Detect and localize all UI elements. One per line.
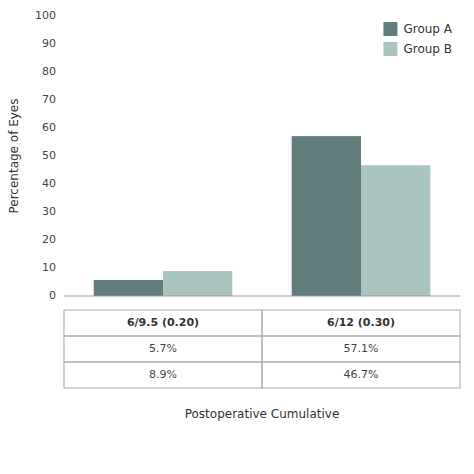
y-axis-label: Percentage of Eyes: [7, 98, 21, 213]
y-tick-label: 20: [42, 233, 56, 246]
table-cell: [64, 336, 262, 362]
legend-swatch: [383, 22, 397, 36]
bars: [94, 136, 431, 296]
table-cell: [64, 362, 262, 388]
bar: [163, 271, 232, 296]
table-value: 46.7%: [344, 368, 379, 381]
table-header: 6/12 (0.30): [327, 316, 395, 329]
table-header: 6/9.5 (0.20): [127, 316, 199, 329]
bar: [361, 165, 430, 296]
table-value: 8.9%: [149, 368, 177, 381]
y-tick-label: 80: [42, 65, 56, 78]
table-cell: [262, 310, 460, 336]
x-axis-line: [64, 296, 460, 297]
y-tick-label: 30: [42, 205, 56, 218]
legend-swatch: [383, 42, 397, 56]
y-axis: 0 10 20 30 40 50 60 70 80 90 100: [35, 9, 56, 302]
chart-svg: 0 10 20 30 40 50 60 70 80 90 100 Percentage of Eyes…: [0, 0, 474, 474]
table-cell: [64, 310, 262, 336]
y-tick-label: 0: [49, 289, 56, 302]
table-cell: [262, 362, 460, 388]
table-value: 5.7%: [149, 342, 177, 355]
y-tick-label: 50: [42, 149, 56, 162]
chart-container: 0 10 20 30 40 50 60 70 80 90 100 Percentage of Eyes…: [0, 0, 474, 474]
table-value: 57.1%: [344, 342, 379, 355]
y-tick-label: 40: [42, 177, 56, 190]
table-cell: [262, 336, 460, 362]
y-tick-label: 10: [42, 261, 56, 274]
bar: [94, 280, 163, 296]
y-tick-label: 70: [42, 93, 56, 106]
legend-label: Group B: [403, 42, 452, 56]
y-tick-label: 60: [42, 121, 56, 134]
x-axis-label: Postoperative Cumulative: [185, 407, 340, 421]
data-table: 6/9.5 (0.20) 6/12 (0.30) 5.7% 57.1% 8.9% 46.7…: [64, 310, 460, 388]
y-tick-label: 90: [42, 37, 56, 50]
y-tick-label: 100: [35, 9, 56, 22]
legend: Group A Group B: [383, 22, 452, 57]
legend-label: Group A: [403, 22, 452, 36]
bar: [292, 136, 361, 296]
